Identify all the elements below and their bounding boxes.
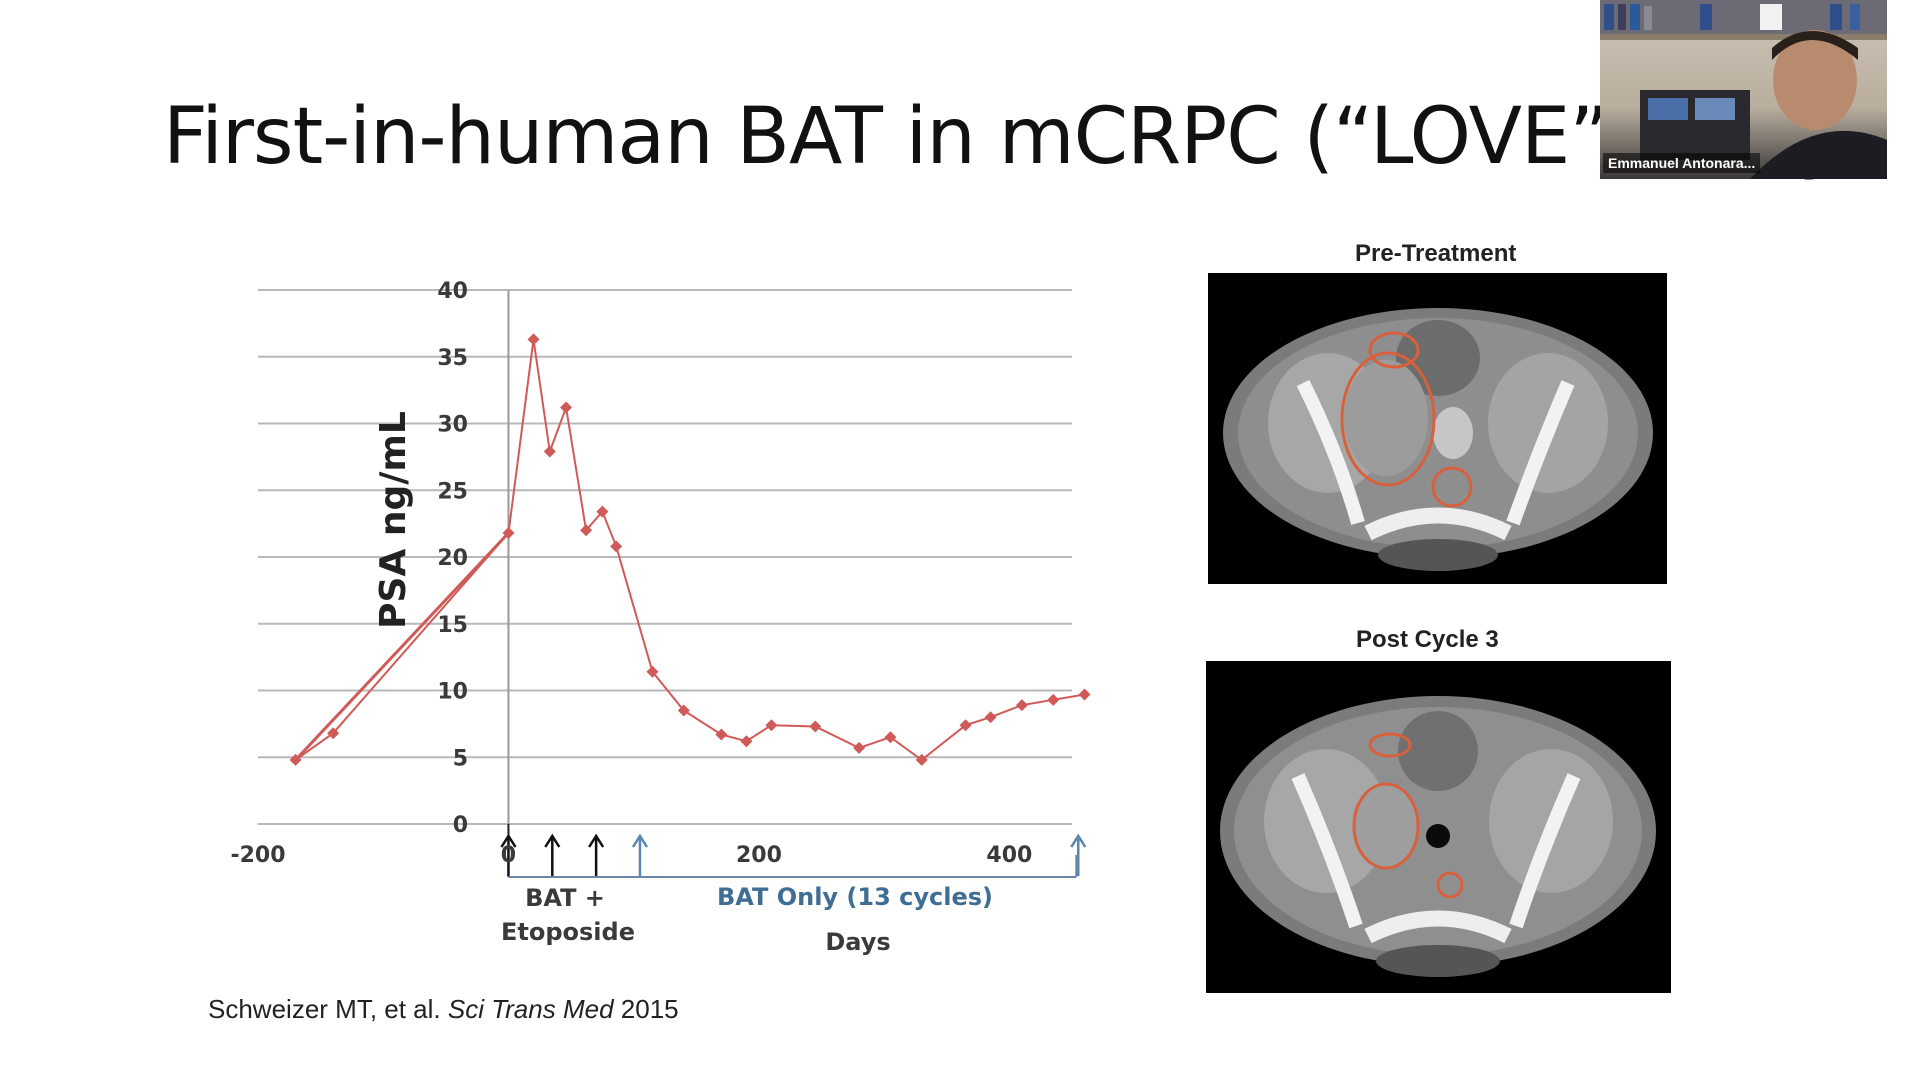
post-cycle-3-ct-drawing: [1220, 696, 1656, 977]
psa-point: [765, 719, 778, 732]
bat-etoposide-arrow: [588, 833, 605, 876]
psa-point: [984, 711, 997, 724]
webcam-video-tile[interactable]: Emmanuel Antonara...: [1600, 0, 1887, 179]
psa-point: [1078, 688, 1091, 701]
pre-treatment-caption: Pre-Treatment: [1355, 240, 1517, 267]
y-tick-label: 40: [437, 279, 468, 304]
x-tick-label: 400: [986, 843, 1032, 868]
bat-only-arrow: [1070, 833, 1087, 876]
treatment-arrows: [500, 833, 1087, 876]
psa-point: [596, 505, 609, 518]
citation-year: 2015: [613, 994, 679, 1024]
psa-point: [677, 704, 690, 717]
webcam-feed: [1600, 0, 1887, 179]
pre-treatment-ct-drawing: [1223, 308, 1653, 571]
psa-rise-segment: [294, 531, 510, 761]
psa-point: [740, 735, 753, 748]
psa-point: [327, 727, 340, 740]
psa-point: [527, 333, 540, 346]
psa-point: [715, 728, 728, 741]
citation-journal: Sci Trans Med: [447, 994, 614, 1024]
x-tick-label: 0: [501, 843, 516, 868]
slide-title: First-in-human BAT in mCRPC (“LOVE” stud…: [163, 92, 1874, 182]
y-tick-label: 0: [453, 813, 468, 838]
psa-point: [1047, 693, 1060, 706]
psa-point: [610, 540, 623, 553]
bat-only-label: BAT Only (13 cycles): [717, 883, 993, 911]
y-axis-label: PSA ng/mL: [373, 411, 414, 629]
x-tick-label: 200: [736, 843, 782, 868]
post-cycle-3-ct-image: [1206, 661, 1671, 993]
psa-point: [915, 753, 928, 766]
psa-point: [884, 731, 897, 744]
bat-etoposide-arrow-head: [500, 833, 517, 848]
y-tick-label: 30: [437, 413, 468, 438]
bat-etoposide-arrow-head: [544, 833, 561, 848]
psa-point: [502, 526, 515, 539]
y-tick-label: 5: [453, 746, 468, 771]
psa-point: [1015, 699, 1028, 712]
bat-etoposide-label-line1: BAT +: [525, 884, 605, 912]
y-tick-label: 25: [437, 479, 468, 504]
bat-etoposide-label-line2: Etoposide: [501, 918, 635, 946]
y-tick-label: 15: [437, 613, 468, 638]
chart-labels: 0 5 10 15 20 25 30 35 40 -200 0 200 400: [230, 279, 1032, 868]
psa-point: [560, 401, 573, 414]
post-cycle-3-caption: Post Cycle 3: [1356, 626, 1499, 653]
psa-point: [853, 741, 866, 754]
bat-only-arrow: [631, 833, 649, 876]
psa-point: [809, 720, 822, 733]
x-axis-label: Days: [825, 928, 890, 956]
bat-only-arrow-head: [631, 833, 649, 848]
x-tick-label: -200: [230, 843, 285, 868]
chart-axes: [507, 290, 1078, 878]
y-tick-label: 10: [437, 680, 468, 705]
citation-authors: Schweizer MT, et al.: [208, 994, 448, 1024]
psa-point: [289, 753, 302, 766]
psa-markers: [289, 333, 1091, 766]
chart-gridlines: [258, 289, 1072, 825]
bat-etoposide-arrow: [500, 833, 517, 876]
bat-only-arrow-head: [1070, 833, 1087, 848]
psa-point: [959, 719, 972, 732]
psa-chart: 0 5 10 15 20 25 30 35 40 -200 0 200 400 PSA ng/mL Da…: [230, 279, 1091, 956]
psa-point: [646, 665, 659, 678]
webcam-participant-name: Emmanuel Antonara...: [1603, 153, 1761, 173]
bat-etoposide-arrow-head: [588, 833, 605, 848]
bat-etoposide-arrow: [544, 833, 561, 876]
y-tick-label: 35: [437, 346, 468, 371]
y-tick-label: 20: [437, 546, 468, 571]
psa-point: [580, 524, 593, 537]
psa-point: [543, 445, 556, 458]
citation: Schweizer MT, et al. Sci Trans Med 2015: [208, 994, 679, 1025]
pre-treatment-ct-image: [1208, 273, 1667, 584]
